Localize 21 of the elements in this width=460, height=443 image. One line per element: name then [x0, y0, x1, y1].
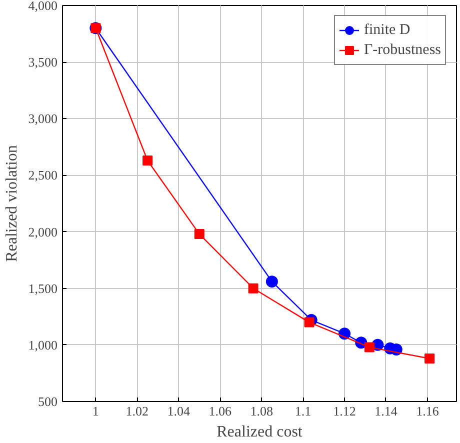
x-tick-label: 1.02 [126, 404, 149, 418]
legend-label: Γ-robustness [364, 42, 441, 58]
y-tick-label: 500 [38, 394, 58, 409]
x-tick-label: 1.04 [167, 404, 190, 418]
y-tick-label: 2,500 [28, 168, 58, 183]
x-tick-label: 1.12 [333, 404, 356, 418]
x-tick-label: 1.08 [250, 404, 273, 418]
x-tick-label: 1.1 [294, 404, 312, 418]
y-tick-label: 4,000 [28, 0, 58, 13]
y-tick-label: 3,500 [28, 54, 58, 70]
y-axis-title: Realized violation [3, 145, 20, 262]
y-tick-label: 2,000 [28, 224, 58, 240]
x-tick-label: 1 [92, 404, 99, 418]
legend-label: finite D [364, 22, 410, 38]
x-tick-label: 1.14 [374, 404, 398, 418]
x-axis-title: Realized cost [216, 424, 303, 440]
y-tick-label: 3,000 [28, 111, 58, 126]
x-tick-label: 1.06 [208, 404, 232, 418]
y-tick-label: 1,500 [28, 280, 58, 296]
x-tick-label: 1.16 [416, 404, 440, 418]
y-tick-label: 1,000 [28, 337, 58, 352]
